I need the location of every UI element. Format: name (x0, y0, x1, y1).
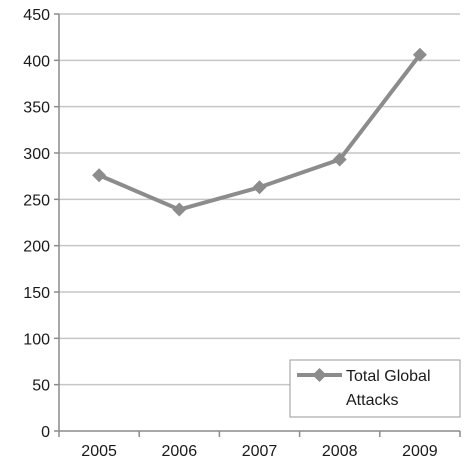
x-tick-labels: 2005 2006 2007 2008 2009 (81, 443, 437, 460)
y-tick-labels: 0 50 100 150 200 250 300 350 400 450 (23, 7, 50, 441)
y-tick-label-50: 50 (32, 378, 50, 395)
data-point-2006 (172, 202, 187, 217)
series-total-global-attacks (92, 47, 427, 217)
data-point-2005 (92, 168, 107, 183)
y-tick-label-300: 300 (23, 146, 50, 163)
y-tick-label-200: 200 (23, 239, 50, 256)
y-tick-label-450: 450 (23, 7, 50, 24)
legend-diamond-icon (312, 368, 327, 382)
y-tick-label-350: 350 (23, 100, 50, 117)
y-tick-label-250: 250 (23, 192, 50, 209)
data-point-2008 (332, 152, 347, 167)
data-point-2009 (412, 47, 427, 62)
legend: Total Global Attacks (289, 359, 461, 418)
x-tick-label-2005: 2005 (81, 443, 117, 460)
axes (54, 13, 461, 437)
x-tick-label-2009: 2009 (402, 443, 438, 460)
y-tick-label-150: 150 (23, 285, 50, 302)
x-tick-label-2008: 2008 (322, 443, 358, 460)
y-tick-label-100: 100 (23, 331, 50, 348)
y-tick-label-0: 0 (41, 424, 50, 441)
gridlines (59, 13, 460, 386)
legend-label-line-1: Total Global (346, 368, 431, 385)
data-point-2007 (252, 180, 267, 195)
legend-label-line-2: Attacks (346, 392, 398, 409)
x-tick-label-2006: 2006 (162, 443, 198, 460)
y-tick-label-400: 400 (23, 53, 50, 70)
x-tick-label-2007: 2007 (242, 443, 278, 460)
